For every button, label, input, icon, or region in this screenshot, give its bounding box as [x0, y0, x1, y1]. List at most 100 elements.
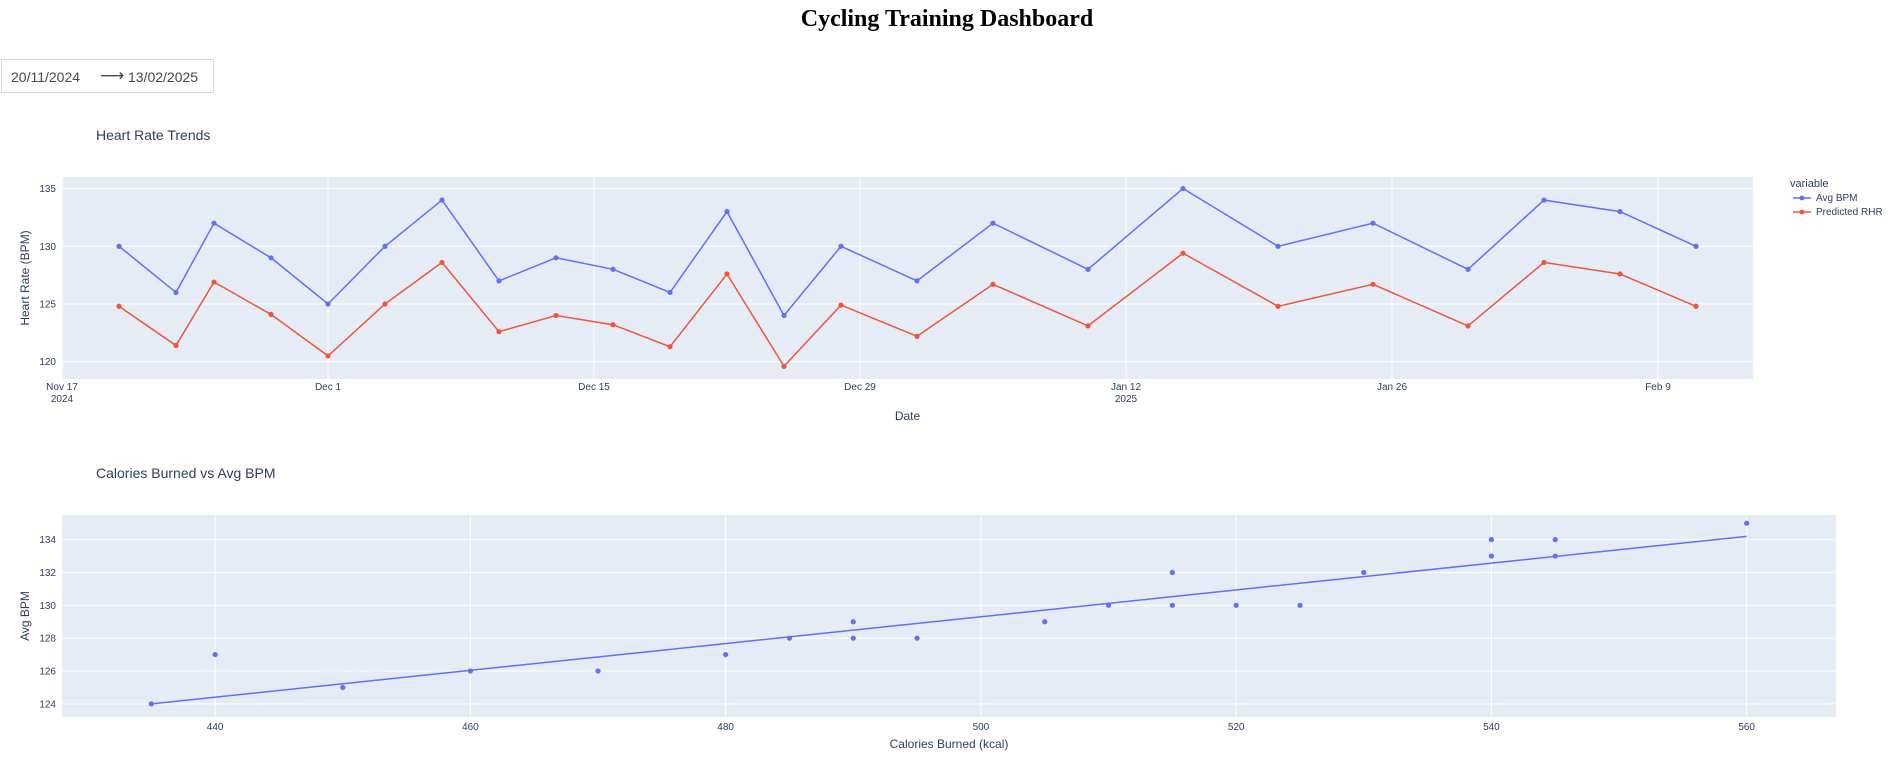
x-tick-year-label: 2024: [51, 394, 74, 405]
scatter-point: [1744, 521, 1749, 526]
y-tick-label: 120: [39, 357, 56, 368]
legend-entry: Avg BPM: [1816, 193, 1858, 204]
x-tick-label: Jan 12: [1111, 382, 1141, 393]
y-tick-label: 132: [39, 568, 56, 579]
y-axis-label: Avg BPM: [18, 591, 32, 641]
y-tick-label: 124: [39, 699, 56, 710]
data-point: [990, 221, 995, 226]
y-tick-label: 134: [39, 535, 56, 546]
y-tick-label: 125: [39, 299, 56, 310]
data-point: [610, 267, 615, 272]
scatter-point: [1042, 619, 1047, 624]
x-axis-label: Date: [895, 409, 921, 423]
data-point: [914, 278, 919, 283]
data-point: [1085, 323, 1090, 328]
data-point: [1617, 209, 1622, 214]
data-point: [1180, 251, 1185, 256]
x-axis-label: Calories Burned (kcal): [890, 737, 1009, 751]
data-point: [211, 279, 216, 284]
scatter-point: [1170, 570, 1175, 575]
data-point: [116, 244, 121, 249]
scatter-point: [1489, 537, 1494, 542]
data-point: [1370, 282, 1375, 287]
data-point: [1275, 244, 1280, 249]
scatter-point: [1106, 603, 1111, 608]
x-tick-label: Dec 1: [315, 382, 342, 393]
x-tick-label: Dec 29: [844, 382, 876, 393]
y-axis-label: Heart Rate (BPM): [18, 230, 32, 325]
data-point: [1693, 304, 1698, 309]
data-point: [1180, 186, 1185, 191]
x-tick-label: Feb 9: [1645, 382, 1671, 393]
x-tick-label: 560: [1738, 722, 1755, 733]
data-point: [914, 334, 919, 339]
data-point: [173, 290, 178, 295]
data-point: [211, 221, 216, 226]
data-point: [1541, 260, 1546, 265]
y-tick-label: 130: [39, 242, 56, 253]
data-point: [325, 353, 330, 358]
scatter-point: [595, 668, 600, 673]
data-point: [325, 301, 330, 306]
scatter-point: [1553, 537, 1558, 542]
data-point: [496, 278, 501, 283]
data-point: [724, 271, 729, 276]
x-tick-label: 440: [207, 722, 224, 733]
y-tick-label: 128: [39, 634, 56, 645]
data-point: [1693, 244, 1698, 249]
y-tick-label: 126: [39, 667, 56, 678]
data-point: [268, 255, 273, 260]
scatter-point: [1361, 570, 1366, 575]
scatter-point: [340, 685, 345, 690]
x-tick-label: Nov 17: [46, 382, 78, 393]
x-tick-label: 460: [462, 722, 479, 733]
x-tick-label: 520: [1228, 722, 1245, 733]
data-point: [610, 322, 615, 327]
scatter-point: [1553, 553, 1558, 558]
data-point: [439, 260, 444, 265]
data-point: [382, 244, 387, 249]
data-point: [116, 304, 121, 309]
scatter-point: [914, 636, 919, 641]
calories-chart-title: Calories Burned vs Avg BPM: [96, 465, 276, 481]
x-tick-label: 500: [973, 722, 990, 733]
heart-rate-chart-title: Heart Rate Trends: [96, 127, 210, 143]
scatter-point: [851, 636, 856, 641]
x-tick-label: Dec 15: [578, 382, 610, 393]
data-point: [1275, 304, 1280, 309]
data-point: [173, 343, 178, 348]
legend-swatch-marker: [1800, 196, 1805, 201]
data-point: [496, 329, 501, 334]
scatter-point: [1234, 603, 1239, 608]
x-tick-label: 480: [717, 722, 734, 733]
scatter-point: [1297, 603, 1302, 608]
data-point: [1465, 323, 1470, 328]
data-point: [838, 244, 843, 249]
data-point: [724, 209, 729, 214]
data-point: [553, 313, 558, 318]
scatter-point: [1489, 553, 1494, 558]
data-point: [1541, 197, 1546, 202]
scatter-point: [851, 619, 856, 624]
data-point: [990, 282, 995, 287]
y-tick-label: 130: [39, 601, 56, 612]
plot-background: [62, 177, 1753, 379]
data-point: [667, 290, 672, 295]
scatter-point: [468, 668, 473, 673]
x-tick-year-label: 2025: [1115, 394, 1138, 405]
data-point: [838, 303, 843, 308]
data-point: [1617, 271, 1622, 276]
calories-scatter-chart: 440 460 480 500 520 540 560 124 126 128 130 132 134 C…: [18, 515, 1836, 751]
data-point: [667, 344, 672, 349]
scatter-point: [787, 636, 792, 641]
legend-swatch-marker: [1800, 210, 1805, 215]
x-tick-label: 540: [1483, 722, 1500, 733]
plot-background: [62, 515, 1836, 717]
data-point: [439, 197, 444, 202]
data-point: [553, 255, 558, 260]
data-point: [268, 312, 273, 317]
x-tick-label: Jan 26: [1377, 382, 1407, 393]
scatter-point: [723, 652, 728, 657]
scatter-point: [149, 701, 154, 706]
